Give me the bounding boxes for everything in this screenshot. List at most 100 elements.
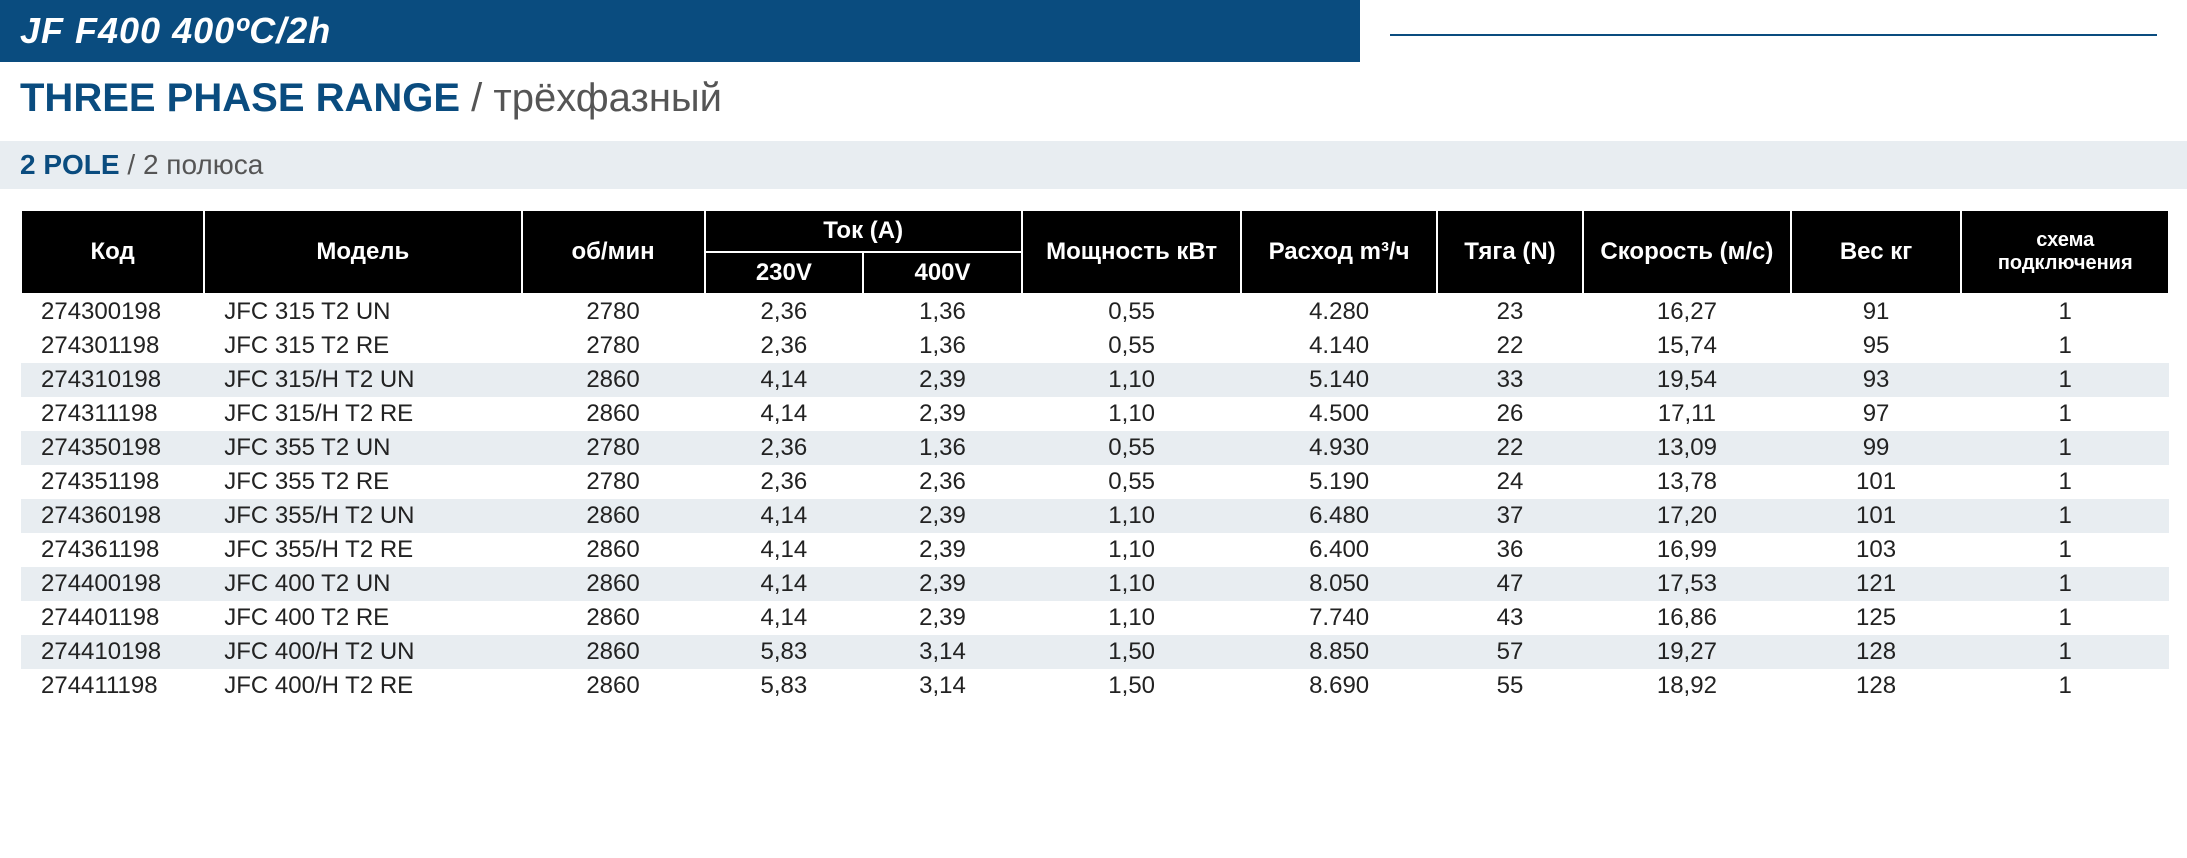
table-cell: 2860 — [522, 601, 705, 635]
table-cell: 24 — [1437, 465, 1583, 499]
table-cell: 274351198 — [21, 465, 204, 499]
table-cell: 1 — [1961, 567, 2169, 601]
table-cell: 4,14 — [705, 363, 864, 397]
table-cell: 99 — [1791, 431, 1962, 465]
table-cell: 95 — [1791, 329, 1962, 363]
subheader-bar: 2 POLE / 2 полюса — [0, 141, 2187, 189]
table-cell: 6.480 — [1241, 499, 1436, 533]
table-cell: 5,83 — [705, 635, 864, 669]
table-cell: 22 — [1437, 431, 1583, 465]
col-scheme: схема подключения — [1961, 210, 2169, 294]
table-cell: JFC 400/H T2 UN — [204, 635, 521, 669]
table-cell: JFC 315/H T2 RE — [204, 397, 521, 431]
table-cell: 26 — [1437, 397, 1583, 431]
table-cell: 33 — [1437, 363, 1583, 397]
table-cell: 8.690 — [1241, 669, 1436, 703]
table-cell: 1 — [1961, 499, 2169, 533]
table-cell: 1,10 — [1022, 567, 1242, 601]
table-cell: 2860 — [522, 499, 705, 533]
subheader-sep: / — [120, 149, 143, 180]
table-cell: 1 — [1961, 465, 2169, 499]
table-cell: 4,14 — [705, 567, 864, 601]
table-cell: 13,09 — [1583, 431, 1790, 465]
table-cell: 4.140 — [1241, 329, 1436, 363]
col-weight: Вес кг — [1791, 210, 1962, 294]
table-cell: 2860 — [522, 669, 705, 703]
table-cell: JFC 400/H T2 RE — [204, 669, 521, 703]
subheader-reg: 2 полюса — [143, 149, 263, 180]
table-cell: 2,39 — [863, 499, 1022, 533]
table-cell: 274310198 — [21, 363, 204, 397]
section-title-bold: THREE PHASE RANGE — [20, 76, 460, 120]
table-row: 274350198JFC 355 T2 UN27802,361,360,554.… — [21, 431, 2169, 465]
table-cell: 18,92 — [1583, 669, 1790, 703]
table-cell: 93 — [1791, 363, 1962, 397]
table-cell: 1 — [1961, 669, 2169, 703]
table-cell: 274411198 — [21, 669, 204, 703]
table-cell: JFC 355/H T2 RE — [204, 533, 521, 567]
table-row: 274310198JFC 315/H T2 UN28604,142,391,10… — [21, 363, 2169, 397]
table-cell: 5.190 — [1241, 465, 1436, 499]
table-cell: 2860 — [522, 363, 705, 397]
table-cell: 16,99 — [1583, 533, 1790, 567]
table-cell: 2860 — [522, 635, 705, 669]
table-cell: 16,27 — [1583, 294, 1790, 329]
table-cell: 2860 — [522, 533, 705, 567]
table-cell: 274300198 — [21, 294, 204, 329]
table-cell: 1,10 — [1022, 397, 1242, 431]
table-cell: 2,36 — [705, 294, 864, 329]
col-230v: 230V — [705, 252, 864, 294]
table-cell: 97 — [1791, 397, 1962, 431]
table-cell: 4,14 — [705, 533, 864, 567]
table-row: 274361198JFC 355/H T2 RE28604,142,391,10… — [21, 533, 2169, 567]
table-cell: 101 — [1791, 465, 1962, 499]
table-cell: JFC 315/H T2 UN — [204, 363, 521, 397]
table-cell: 5.140 — [1241, 363, 1436, 397]
table-cell: 1,10 — [1022, 363, 1242, 397]
table-cell: 37 — [1437, 499, 1583, 533]
table-cell: 128 — [1791, 669, 1962, 703]
table-cell: 1 — [1961, 363, 2169, 397]
table-cell: 7.740 — [1241, 601, 1436, 635]
col-code: Код — [21, 210, 204, 294]
table-cell: 121 — [1791, 567, 1962, 601]
data-table: Код Модель об/мин Ток (А) Мощность кВт Р… — [20, 209, 2170, 703]
table-cell: 274400198 — [21, 567, 204, 601]
table-cell: 2,39 — [863, 567, 1022, 601]
table-cell: 22 — [1437, 329, 1583, 363]
table-cell: 2,36 — [705, 329, 864, 363]
table-cell: 103 — [1791, 533, 1962, 567]
table-cell: 4,14 — [705, 601, 864, 635]
table-cell: 0,55 — [1022, 465, 1242, 499]
table-row: 274401198JFC 400 T2 RE28604,142,391,107.… — [21, 601, 2169, 635]
table-cell: 2,36 — [863, 465, 1022, 499]
table-cell: 2,39 — [863, 363, 1022, 397]
table-cell: 4,14 — [705, 397, 864, 431]
table-cell: 4.930 — [1241, 431, 1436, 465]
table-cell: 274401198 — [21, 601, 204, 635]
table-cell: 55 — [1437, 669, 1583, 703]
table-cell: 101 — [1791, 499, 1962, 533]
table-cell: 23 — [1437, 294, 1583, 329]
table-cell: 2780 — [522, 431, 705, 465]
table-cell: 274410198 — [21, 635, 204, 669]
table-cell: 1,10 — [1022, 499, 1242, 533]
table-cell: 2,39 — [863, 533, 1022, 567]
table-cell: 0,55 — [1022, 329, 1242, 363]
table-cell: 8.050 — [1241, 567, 1436, 601]
header-bar: JF F400 400ºC/2h — [0, 0, 1360, 62]
table-cell: 91 — [1791, 294, 1962, 329]
col-current: Ток (А) — [705, 210, 1022, 252]
table-cell: 17,20 — [1583, 499, 1790, 533]
table-cell: 17,53 — [1583, 567, 1790, 601]
section-title-reg: трёхфазный — [493, 76, 722, 120]
col-model: Модель — [204, 210, 521, 294]
table-cell: 8.850 — [1241, 635, 1436, 669]
table-cell: 274301198 — [21, 329, 204, 363]
table-cell: 1 — [1961, 329, 2169, 363]
table-cell: 57 — [1437, 635, 1583, 669]
table-body: 274300198JFC 315 T2 UN27802,361,360,554.… — [21, 294, 2169, 703]
table-header: Код Модель об/мин Ток (А) Мощность кВт Р… — [21, 210, 2169, 294]
table-cell: 2,36 — [705, 465, 864, 499]
table-cell: 1,50 — [1022, 635, 1242, 669]
